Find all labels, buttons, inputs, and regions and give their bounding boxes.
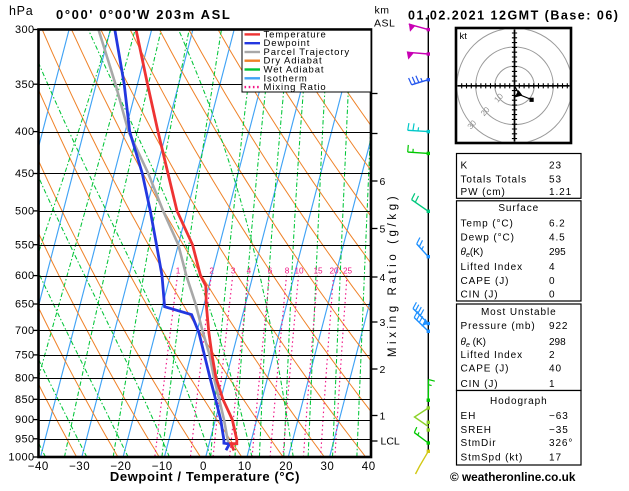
svg-text:−63: −63 [549,411,569,422]
svg-text:20: 20 [279,461,293,473]
svg-text:Pressure (mb): Pressure (mb) [461,321,536,332]
svg-text:4: 4 [247,267,252,276]
svg-text:6: 6 [268,267,273,276]
svg-text:K: K [461,161,469,172]
svg-text:CAPE (J): CAPE (J) [461,276,510,287]
svg-text:LCL: LCL [381,436,400,448]
svg-text:40: 40 [549,364,562,375]
svg-text:1: 1 [380,410,386,422]
svg-text:1: 1 [549,379,555,390]
svg-text:53: 53 [549,174,562,185]
svg-text:1: 1 [176,267,181,276]
svg-text:500: 500 [15,206,35,218]
svg-text:ASL: ASL [374,18,395,30]
svg-text:Dewpoint / Temperature (°C): Dewpoint / Temperature (°C) [110,469,300,484]
svg-text:23: 23 [549,161,562,172]
svg-text:Surface: Surface [498,203,539,214]
svg-text:0°00' 0°00'W 203m ASL: 0°00' 0°00'W 203m ASL [56,7,231,22]
svg-text:Lifted Index: Lifted Index [461,262,524,273]
svg-text:Parcel Trajectory: Parcel Trajectory [264,47,351,58]
svg-text:Isotherm: Isotherm [264,73,308,84]
svg-text:326°: 326° [549,438,573,449]
svg-text:400: 400 [15,126,35,138]
svg-text:Mixing Ratio: Mixing Ratio [264,82,327,93]
svg-text:922: 922 [549,321,568,332]
svg-text:450: 450 [15,168,35,180]
svg-text:2: 2 [549,350,555,361]
svg-text:EH: EH [461,411,477,422]
svg-text:hPa: hPa [9,4,33,18]
svg-text:−30: −30 [69,461,90,473]
svg-text:−20: −20 [110,461,131,473]
svg-text:295: 295 [549,247,566,258]
svg-text:4: 4 [549,262,555,273]
svg-text:−35: −35 [549,425,569,436]
svg-text:300: 300 [15,24,35,36]
svg-text:θe(K): θe(K) [461,247,484,259]
svg-text:Hodograph: Hodograph [490,396,548,407]
svg-text:600: 600 [15,270,35,282]
svg-text:Dewp (°C): Dewp (°C) [461,233,515,244]
svg-text:Totals Totals: Totals Totals [461,174,528,185]
svg-text:StmDir: StmDir [461,438,497,449]
svg-text:800: 800 [15,372,35,384]
svg-text:−40: −40 [28,461,49,473]
svg-text:Most Unstable: Most Unstable [481,307,557,318]
svg-text:3: 3 [380,317,386,329]
svg-text:Wet Adiabat: Wet Adiabat [264,65,325,76]
svg-text:2: 2 [209,267,214,276]
svg-text:750: 750 [15,350,35,362]
svg-text:298: 298 [549,337,566,348]
svg-text:3: 3 [231,267,236,276]
svg-text:20: 20 [329,267,339,276]
svg-text:CAPE (J): CAPE (J) [461,364,510,375]
svg-text:4.5: 4.5 [549,233,566,244]
svg-text:1.21: 1.21 [549,187,572,198]
svg-text:6: 6 [380,176,386,188]
svg-text:θe (K): θe (K) [461,337,486,349]
svg-text:40: 40 [362,461,376,473]
svg-text:−10: −10 [152,461,173,473]
svg-text:6.2: 6.2 [549,219,566,230]
svg-text:2: 2 [380,364,386,376]
svg-text:900: 900 [15,414,35,426]
svg-text:km: km [375,5,390,17]
svg-text:10: 10 [238,461,252,473]
svg-text:PW (cm): PW (cm) [461,187,506,198]
svg-text:Temp (°C): Temp (°C) [461,219,514,230]
svg-text:CIN (J): CIN (J) [461,290,499,301]
svg-text:Dewpoint: Dewpoint [264,38,311,49]
svg-text:StmSpd (kt): StmSpd (kt) [461,452,524,463]
svg-text:Temperature: Temperature [264,29,327,40]
svg-text:350: 350 [15,79,35,91]
svg-text:30: 30 [321,461,335,473]
svg-text:Lifted Index: Lifted Index [461,350,524,361]
svg-text:0: 0 [549,276,555,287]
svg-text:0: 0 [549,290,555,301]
svg-text:Mixing Ratio (g/kg): Mixing Ratio (g/kg) [387,193,399,357]
svg-text:0: 0 [200,461,207,473]
svg-text:10: 10 [294,267,304,276]
svg-text:4: 4 [380,272,386,284]
svg-text:CIN (J): CIN (J) [461,379,499,390]
svg-text:650: 650 [15,299,35,311]
svg-text:950: 950 [15,433,35,445]
svg-text:850: 850 [15,394,35,406]
svg-text:5: 5 [380,223,386,235]
svg-text:kt: kt [460,31,468,42]
svg-text:1000: 1000 [8,452,34,464]
svg-text:01.02.2021 12GMT (Base: 06): 01.02.2021 12GMT (Base: 06) [408,9,619,23]
svg-text:8: 8 [285,267,290,276]
svg-text:SREH: SREH [461,425,492,436]
svg-text:700: 700 [15,325,35,337]
svg-text:Dry Adiabat: Dry Adiabat [264,56,323,67]
svg-text:17: 17 [549,452,562,463]
svg-text:15: 15 [313,267,323,276]
svg-text:© weatheronline.co.uk: © weatheronline.co.uk [450,470,576,484]
svg-text:550: 550 [15,239,35,251]
svg-text:25: 25 [343,267,353,276]
